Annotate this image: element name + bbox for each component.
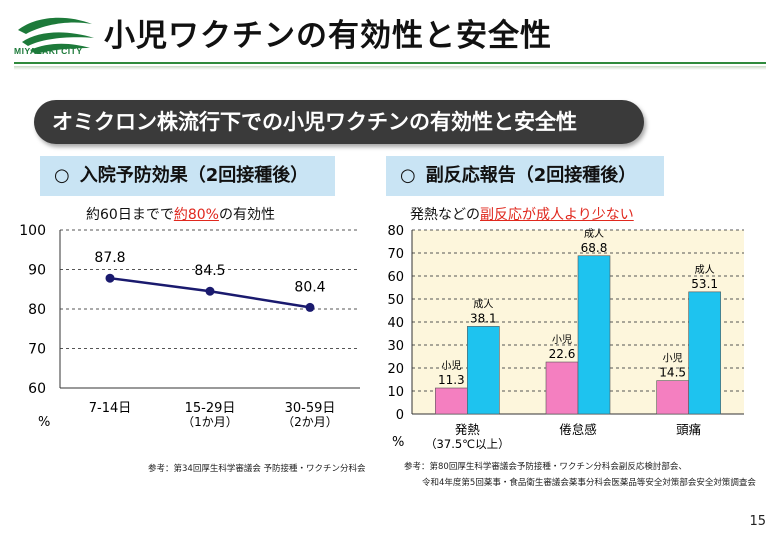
- effectiveness-line-chart: 100 90 80 70 60 87.8 84.5 80.4 7-14日 15-29日（1か月） 3…: [19, 223, 360, 430]
- right-subtitle-highlight: 副反応が成人より少ない: [480, 207, 634, 223]
- data-label: 80.4: [294, 279, 325, 295]
- x-tick-label: 発熱: [455, 422, 481, 437]
- unit-label: %: [38, 415, 50, 430]
- x-tick-label: 頭痛: [676, 422, 701, 437]
- bar: [577, 255, 611, 415]
- y-tick-label: 80: [387, 224, 404, 239]
- right-subtitle: 発熱などの副反応が成人より少ない: [410, 207, 634, 223]
- title-rule-shadow: [14, 66, 766, 70]
- bar: [435, 387, 468, 415]
- title-rule: [14, 62, 766, 64]
- bar-series-label: 小児: [441, 360, 461, 372]
- right-reference-note-1: 参考：第80回厚生科学審議会予防接種・ワクチン分科会副反応検討部会、: [404, 462, 687, 472]
- left-subtitle: 約60日までで約80%の有効性: [86, 207, 275, 223]
- bar-series-label: 小児: [663, 353, 683, 365]
- y-tick-label: 10: [387, 385, 404, 400]
- side-effect-bar-chart: 8070605040302010011.3小児38.1成人発熱（37.5℃以上）…: [387, 224, 744, 451]
- x-tick-label: （2か月）: [282, 415, 338, 429]
- y-tick-label: 40: [387, 316, 404, 331]
- page-number: 15: [749, 514, 766, 529]
- left-heading-text: 入院予防効果（2回接種後）: [79, 165, 309, 186]
- right-section-heading: ○ 副反応報告（2回接種後）: [386, 156, 664, 196]
- bar-series-label: 成人: [584, 228, 604, 240]
- data-point: [105, 273, 115, 283]
- x-tick-label: 倦怠感: [559, 422, 597, 437]
- x-tick-label: 15-29日: [185, 401, 236, 416]
- x-tick-label: 7-14日: [89, 401, 132, 416]
- bar: [656, 380, 689, 415]
- data-label: 84.5: [194, 263, 225, 279]
- y-tick-label: 70: [387, 247, 404, 262]
- x-tick-label: （37.5℃以上）: [425, 437, 510, 451]
- left-subtitle-highlight: 約80%: [173, 207, 219, 223]
- data-label: 87.8: [94, 250, 125, 266]
- x-tick-label: （1か月）: [182, 415, 238, 429]
- data-point: [305, 302, 315, 312]
- bar: [688, 291, 721, 415]
- left-section-heading: ○ 入院予防効果（2回接種後）: [40, 156, 335, 196]
- y-tick-label: 100: [19, 223, 46, 239]
- circle-icon: ○: [400, 165, 416, 186]
- left-reference-note: 参考：第34回厚生科学審議会 予防接種・ワクチン分科会: [148, 464, 366, 474]
- bar-series-label: 小児: [552, 334, 572, 346]
- miyazaki-logo: [18, 17, 94, 54]
- bar: [467, 326, 500, 415]
- y-tick-label: 0: [396, 408, 404, 423]
- bar-series-label: 成人: [473, 298, 493, 310]
- right-heading-text: 副反応報告（2回接種後）: [425, 165, 637, 186]
- topic-banner: オミクロン株流行下での小児ワクチンの有効性と安全性: [34, 100, 644, 144]
- data-point: [205, 286, 215, 296]
- bar: [545, 361, 579, 415]
- bar-value-label: 38.1: [470, 311, 497, 325]
- y-tick-label: 80: [28, 302, 46, 318]
- y-tick-label: 60: [387, 270, 404, 285]
- bar-value-label: 53.1: [691, 277, 718, 291]
- y-tick-label: 70: [28, 342, 46, 358]
- right-reference-note-2: 令和4年度第5回薬事・食品衛生審議会薬事分科会医薬品等安全対策部会安全対策調査会: [422, 478, 756, 488]
- bar-value-label: 11.3: [438, 373, 465, 387]
- y-tick-label: 90: [28, 263, 46, 279]
- bar-series-label: 成人: [695, 264, 715, 276]
- y-tick-label: 30: [387, 339, 404, 354]
- x-tick-label: 30-59日: [285, 401, 336, 416]
- y-tick-label: 20: [387, 362, 404, 377]
- bar-value-label: 22.6: [549, 347, 576, 361]
- page-title: 小児ワクチンの有効性と安全性: [104, 18, 552, 54]
- y-tick-label: 60: [28, 381, 46, 397]
- bar-value-label: 14.5: [659, 366, 686, 380]
- circle-icon: ○: [54, 165, 70, 186]
- unit-label: %: [392, 435, 404, 450]
- y-tick-label: 50: [387, 293, 404, 308]
- logo-text: MIYAZAKI CITY: [14, 46, 83, 56]
- bar-value-label: 68.8: [581, 241, 608, 255]
